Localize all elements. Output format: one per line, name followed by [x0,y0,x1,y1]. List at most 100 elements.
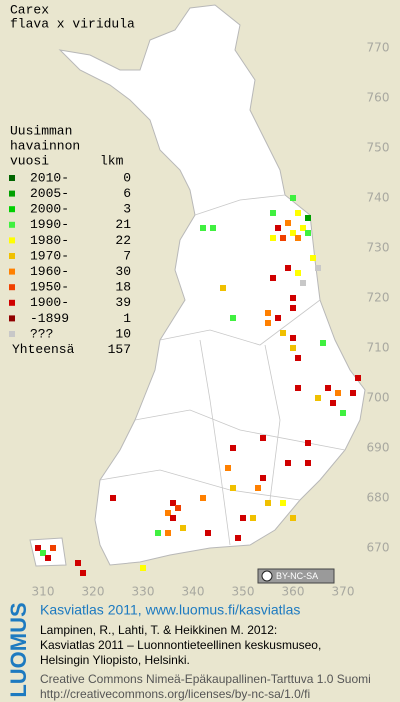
legend-swatch [9,268,15,275]
observation-square [335,390,341,396]
legend-count: 0 [123,170,131,185]
observation-square [230,485,236,491]
legend-count: 30 [115,264,131,279]
legend-label: 1960- [30,264,69,279]
observation-square [225,465,231,471]
observation-square [180,525,186,531]
observation-square [290,230,296,236]
legend-count: 39 [115,295,131,310]
y-grid-label: 750 [367,141,390,155]
y-grid-label: 760 [367,91,390,105]
observation-square [250,515,256,521]
y-grid-label: 720 [367,291,390,305]
observation-square [80,570,86,576]
legend-count: 6 [123,186,131,201]
legend-swatch [9,206,15,213]
observation-square [280,330,286,336]
legend-total-label: Yhteensä [12,342,75,357]
title-line: flava x viridula [10,16,135,31]
observation-square [35,545,41,551]
observation-square [235,535,241,541]
citation-line: Helsingin Yliopisto, Helsinki. [40,653,190,667]
observation-square [200,495,206,501]
x-grid-label: 310 [32,585,55,599]
y-grid-label: 670 [367,541,390,555]
x-grid-label: 360 [282,585,305,599]
observation-square [355,375,361,381]
observation-square [265,500,271,506]
observation-square [290,305,296,311]
legend-label: 1990- [30,217,69,232]
legend-heading: vuosi [10,153,49,168]
citation-line: Lampinen, R., Lahti, T. & Heikkinen M. 2… [40,623,277,637]
observation-square [155,530,161,536]
legend-label: 1950- [30,280,69,295]
region-borders [99,194,346,546]
license-line: http://creativecommons.org/licenses/by-n… [40,687,310,701]
observation-square [290,295,296,301]
observation-square [265,320,271,326]
legend-label: 1900- [30,295,69,310]
legend-swatch [9,175,15,181]
aland-islands [29,537,67,567]
legend-label: 2005- [30,186,69,201]
finland-outline [58,4,366,566]
observation-square [295,355,301,361]
observation-square [295,210,301,216]
legend-swatch [9,253,15,259]
observation-square [325,385,331,391]
observation-square [200,225,206,231]
observation-square [110,495,116,501]
y-grid-label: 730 [367,241,390,255]
x-grid-label: 330 [132,585,155,599]
citation-line: Kasviatlas 2011 – Luonnontieteellinen ke… [40,638,321,652]
observation-square [50,545,56,551]
legend-count: 7 [123,248,131,263]
license-line: Creative Commons Nimeä-Epäkaupallinen-Ta… [40,672,371,686]
observation-square [290,335,296,341]
observation-square [230,445,236,451]
observation-square [205,530,211,536]
legend-count: 3 [123,202,131,217]
y-grid-label: 700 [367,391,390,405]
legend-swatch [9,331,15,337]
observation-square [255,485,261,491]
legend-swatch [9,315,15,322]
observation-square [350,390,356,396]
x-grid-label: 370 [332,585,355,599]
legend-swatch [9,299,15,306]
legend-swatch [9,221,15,228]
observation-square [330,400,336,406]
observation-square [260,475,266,481]
observation-square [230,315,236,321]
legend-label: 2000- [30,202,69,217]
legend-swatch [9,190,15,197]
legend-count: 18 [115,280,131,295]
legend-heading: Uusimman [10,123,72,138]
y-grid-label: 710 [367,341,390,355]
legend-swatch [9,284,15,291]
observation-square [290,515,296,521]
observation-square [305,440,311,446]
atlas-link[interactable]: Kasviatlas 2011, www.luomus.fi/kasviatla… [40,602,300,618]
legend-label: 1970- [30,248,69,263]
observation-square [240,515,246,521]
license-badge: BY-NC-SA [257,568,335,584]
observation-square [305,230,311,236]
observation-square [260,435,266,441]
brand: LUOMUS [6,602,31,697]
observation-square [285,265,291,271]
observation-square [270,235,276,241]
observation-square [340,410,346,416]
observation-square [290,195,296,201]
x-grid-label: 340 [182,585,205,599]
observation-square [220,285,226,291]
legend-swatch [9,237,15,244]
observation-square [315,395,321,401]
legend-count-heading: lkm [100,153,124,168]
legend-count: 21 [115,217,131,232]
observation-square [40,550,46,556]
observation-square [165,510,171,516]
observation-square [290,345,296,351]
